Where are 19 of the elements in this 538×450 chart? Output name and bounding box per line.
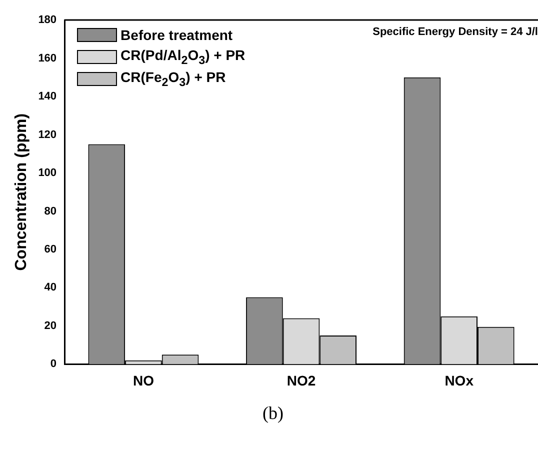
y-tick-label: 40 bbox=[44, 282, 57, 294]
x-tick-label: NOx bbox=[444, 372, 474, 388]
x-tick-label: NO2 bbox=[286, 372, 316, 388]
legend-label: CR(Pd/Al$_{2}$O$_{3}$) + PR bbox=[120, 47, 246, 67]
y-tick-label: 100 bbox=[38, 167, 57, 180]
legend-label: CR(Fe$_{2}$O$_{3}$) + PR bbox=[120, 69, 226, 89]
y-tick-label: 140 bbox=[38, 90, 57, 103]
text: (b) bbox=[262, 403, 284, 424]
y-tick-label: 0 bbox=[50, 358, 57, 370]
legend-label: Before treatment bbox=[120, 27, 233, 43]
y-tick-label: 60 bbox=[44, 244, 57, 256]
annotation: Specific Energy Density = 24 J/l bbox=[372, 26, 538, 38]
y-tick-label: 20 bbox=[44, 320, 57, 332]
x-tick-label: NO bbox=[132, 372, 154, 388]
y-tick-label: 160 bbox=[38, 52, 57, 64]
y-tick-label: 180 bbox=[38, 14, 57, 26]
y-axis-title: Concentration (ppm) bbox=[13, 113, 30, 271]
y-tick-label: 120 bbox=[38, 128, 57, 141]
y-tick-label: 80 bbox=[44, 205, 57, 218]
